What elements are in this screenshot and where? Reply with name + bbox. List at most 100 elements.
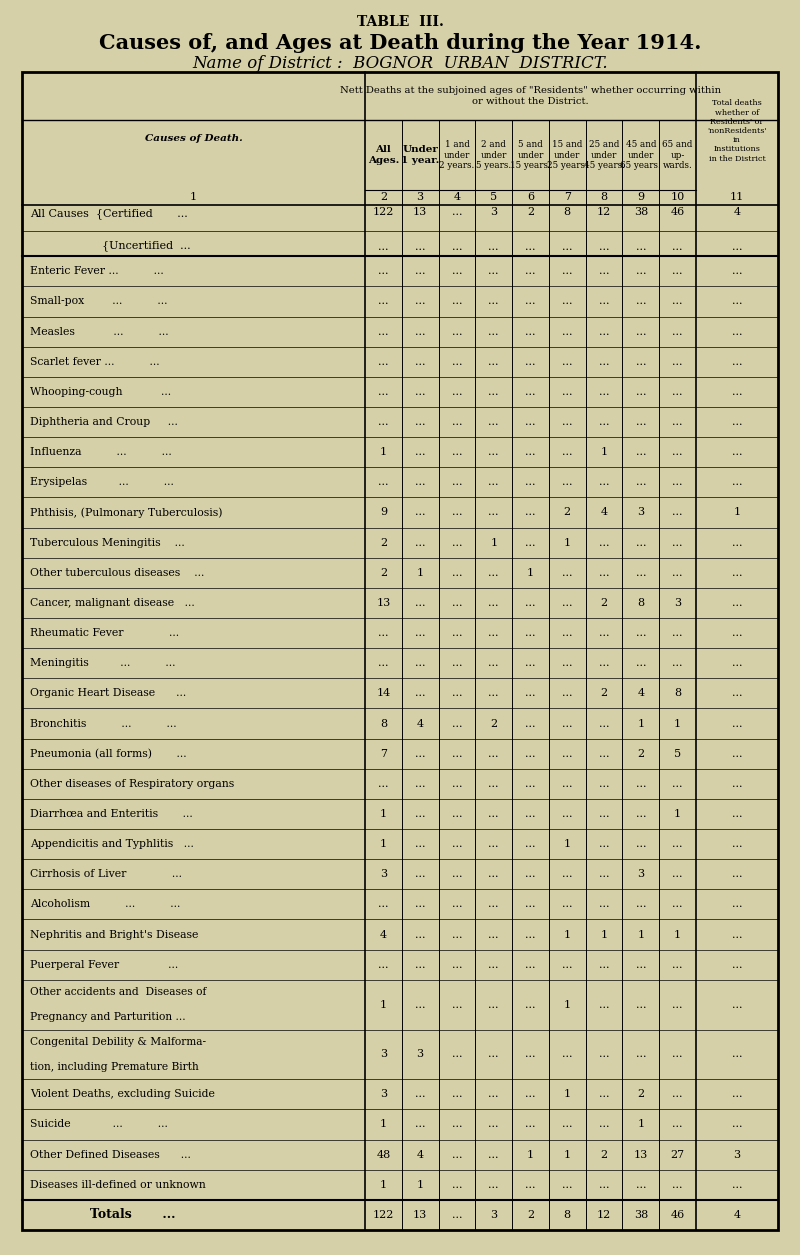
Text: ...: ... xyxy=(415,870,426,880)
Text: ...: ... xyxy=(562,387,573,397)
Text: 3: 3 xyxy=(734,1150,741,1160)
Text: Other Defined Diseases      ...: Other Defined Diseases ... xyxy=(30,1150,191,1160)
Text: 8: 8 xyxy=(674,689,681,698)
Text: ...: ... xyxy=(599,900,610,910)
Text: ...: ... xyxy=(489,1150,499,1160)
Text: ...: ... xyxy=(672,356,683,366)
Text: Name of District :  BOGNOR  URBAN  DISTRICT.: Name of District : BOGNOR URBAN DISTRICT… xyxy=(192,55,608,72)
Text: 8: 8 xyxy=(564,207,571,217)
Text: ...: ... xyxy=(378,387,389,397)
Text: Measles           ...          ...: Measles ... ... xyxy=(30,326,169,336)
Text: ...: ... xyxy=(635,628,646,638)
Text: 122: 122 xyxy=(373,1210,394,1220)
Text: ...: ... xyxy=(562,689,573,698)
Text: ...: ... xyxy=(489,628,499,638)
Text: 1: 1 xyxy=(417,1180,424,1190)
Text: ...: ... xyxy=(452,537,462,547)
Text: ...: ... xyxy=(635,1180,646,1190)
Text: 4: 4 xyxy=(734,1210,741,1220)
Text: 13: 13 xyxy=(413,207,427,217)
Text: 2: 2 xyxy=(490,719,498,729)
Text: ...: ... xyxy=(526,900,536,910)
Text: ...: ... xyxy=(526,537,536,547)
Text: 10: 10 xyxy=(670,192,685,202)
Text: ...: ... xyxy=(599,326,610,336)
Text: 4: 4 xyxy=(417,719,424,729)
Text: ...: ... xyxy=(452,689,462,698)
Text: Causes of Death.: Causes of Death. xyxy=(145,134,242,143)
Text: ...: ... xyxy=(635,242,646,252)
Text: ...: ... xyxy=(452,447,462,457)
Text: 122: 122 xyxy=(373,207,394,217)
Text: ...: ... xyxy=(599,1119,610,1130)
Text: ...: ... xyxy=(452,507,462,517)
Text: ...: ... xyxy=(489,387,499,397)
Text: ...: ... xyxy=(378,628,389,638)
Text: ...: ... xyxy=(415,1119,426,1130)
Text: Scarlet fever ...          ...: Scarlet fever ... ... xyxy=(30,356,160,366)
Text: ...: ... xyxy=(599,1000,610,1010)
Text: ...: ... xyxy=(672,242,683,252)
Text: ...: ... xyxy=(732,242,742,252)
Text: ...: ... xyxy=(452,1089,462,1099)
Text: 8: 8 xyxy=(564,1210,571,1220)
Text: ...: ... xyxy=(526,1000,536,1010)
Text: ...: ... xyxy=(732,749,742,759)
Text: ...: ... xyxy=(635,809,646,820)
Text: ...: ... xyxy=(672,1000,683,1010)
Text: ...: ... xyxy=(378,779,389,789)
Text: Total deaths
whether of
Residents' or
'nonResidents'
in
Institutions
in the Dist: Total deaths whether of Residents' or 'n… xyxy=(707,99,766,163)
Text: ...: ... xyxy=(599,960,610,970)
Text: ...: ... xyxy=(489,689,499,698)
Text: Tuberculous Meningitis    ...: Tuberculous Meningitis ... xyxy=(30,537,185,547)
Text: 12: 12 xyxy=(597,207,611,217)
Text: ...: ... xyxy=(526,779,536,789)
Text: Meningitis         ...          ...: Meningitis ... ... xyxy=(30,658,175,668)
Text: ...: ... xyxy=(452,1210,462,1220)
Text: ...: ... xyxy=(672,387,683,397)
Text: 4: 4 xyxy=(380,930,387,940)
Text: 1: 1 xyxy=(190,192,197,202)
Text: 2: 2 xyxy=(527,1210,534,1220)
Text: 13: 13 xyxy=(634,1150,648,1160)
Text: ...: ... xyxy=(599,658,610,668)
Text: ...: ... xyxy=(415,507,426,517)
Text: ...: ... xyxy=(562,417,573,427)
Text: 3: 3 xyxy=(380,1089,387,1099)
Text: ...: ... xyxy=(562,658,573,668)
Text: ...: ... xyxy=(732,840,742,850)
Text: 1: 1 xyxy=(564,1000,571,1010)
Text: ...: ... xyxy=(489,870,499,880)
Text: 45 and
under
65 years.: 45 and under 65 years. xyxy=(621,141,662,169)
Text: ...: ... xyxy=(562,356,573,366)
Text: ...: ... xyxy=(732,658,742,668)
Text: ...: ... xyxy=(415,1089,426,1099)
Text: 48: 48 xyxy=(376,1150,390,1160)
Text: ...: ... xyxy=(562,266,573,276)
Text: ...: ... xyxy=(415,960,426,970)
Text: ...: ... xyxy=(562,242,573,252)
Text: ...: ... xyxy=(562,477,573,487)
Text: 6: 6 xyxy=(527,192,534,202)
Text: ...: ... xyxy=(489,840,499,850)
Text: ...: ... xyxy=(526,507,536,517)
Text: 2: 2 xyxy=(601,597,608,607)
Text: ...: ... xyxy=(562,567,573,577)
Text: ...: ... xyxy=(635,417,646,427)
Text: ...: ... xyxy=(489,447,499,457)
Text: ...: ... xyxy=(732,326,742,336)
Text: ...: ... xyxy=(452,326,462,336)
Text: ...: ... xyxy=(672,507,683,517)
Text: ...: ... xyxy=(635,356,646,366)
Text: 4: 4 xyxy=(601,507,608,517)
Text: Suicide            ...          ...: Suicide ... ... xyxy=(30,1119,168,1130)
Text: ...: ... xyxy=(635,447,646,457)
Text: ...: ... xyxy=(489,567,499,577)
Text: ...: ... xyxy=(732,1049,742,1059)
Text: 1: 1 xyxy=(380,840,387,850)
Text: 3: 3 xyxy=(638,870,644,880)
Text: ...: ... xyxy=(562,326,573,336)
Text: 1: 1 xyxy=(564,1089,571,1099)
Text: ...: ... xyxy=(672,1089,683,1099)
Text: 3: 3 xyxy=(638,507,644,517)
